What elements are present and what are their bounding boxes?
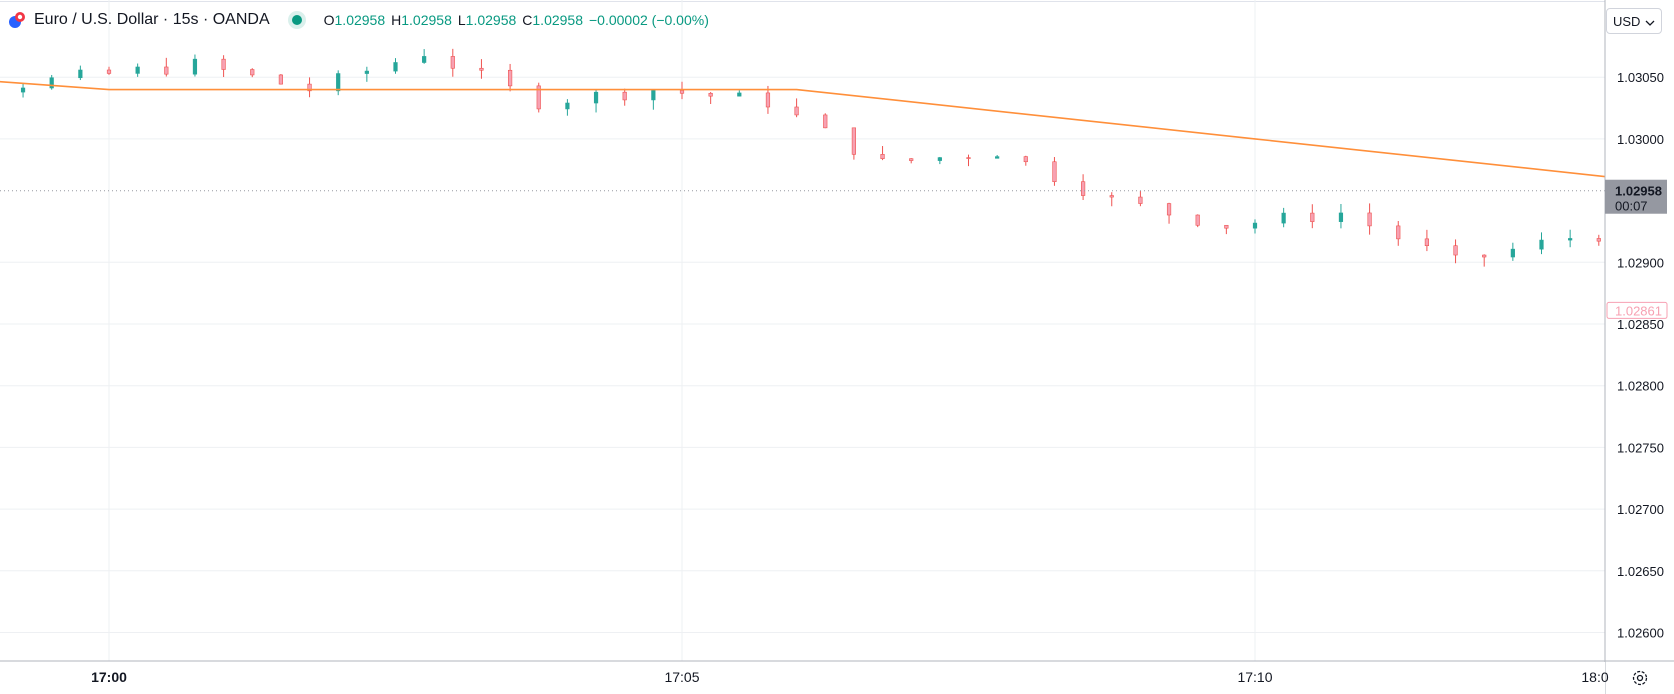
candle-down — [221, 58, 226, 70]
candle-up — [593, 91, 599, 104]
open-label: O — [323, 12, 335, 28]
candle-down — [507, 69, 513, 87]
chevron-down-icon — [1645, 14, 1655, 29]
candle-up — [20, 87, 26, 93]
candle-down — [880, 154, 885, 159]
price-axis-tick: 1.03000 — [1617, 132, 1664, 147]
candle-down — [164, 66, 169, 75]
close-label: C — [522, 12, 533, 28]
candle-up — [49, 77, 54, 89]
marker-price-label-box — [1606, 301, 1668, 319]
time-axis-tick: 17:00 — [91, 669, 127, 685]
price-axis-tick: 1.02700 — [1617, 502, 1664, 517]
candle-down — [1052, 161, 1057, 183]
candle-down — [622, 91, 627, 101]
candle-up — [336, 73, 341, 92]
gear-icon[interactable] — [1628, 666, 1652, 690]
candle-down — [1224, 224, 1229, 229]
price-axis-background — [1605, 0, 1674, 694]
time-axis-tick: 17:05 — [664, 669, 699, 685]
current-price-label-box — [1605, 179, 1667, 214]
candle-down — [679, 90, 685, 94]
candle-up — [937, 157, 942, 161]
candle-down — [307, 83, 312, 92]
candle-down — [708, 92, 713, 97]
candle-down — [794, 106, 799, 116]
symbol-title[interactable]: Euro / U.S. Dollar · 15s · OANDA — [34, 11, 270, 28]
candle-up — [1568, 238, 1573, 241]
candle-down — [765, 92, 771, 108]
candle-up — [192, 58, 198, 75]
candle-up — [1338, 212, 1344, 222]
low-label: L — [457, 12, 466, 28]
candle-up — [1252, 222, 1258, 229]
candle-down — [1138, 196, 1143, 204]
price-axis-tick: 1.02900 — [1617, 255, 1664, 270]
candle-up — [1510, 248, 1515, 258]
candle-down — [250, 69, 255, 76]
time-axis-tick: 17:10 — [1237, 669, 1272, 685]
candle-down — [1195, 214, 1200, 226]
candle-up — [1281, 212, 1286, 224]
candle-down — [1396, 225, 1401, 240]
price-axis-tick: 1.02850 — [1617, 317, 1664, 332]
candle-down — [536, 85, 541, 110]
price-axis-tick: 1.02600 — [1617, 626, 1664, 641]
marker-price-label: 1.02861 — [1615, 303, 1662, 318]
candle-down — [1081, 181, 1086, 196]
candle-up — [78, 69, 83, 79]
low-value: 1.02958 — [465, 12, 517, 28]
candle-down — [909, 158, 914, 161]
currency-pair-icon — [8, 11, 26, 29]
candle-down — [1109, 195, 1114, 198]
candle-down — [1023, 156, 1028, 163]
close-value: 1.02958 — [532, 12, 583, 28]
candle-up — [651, 90, 656, 101]
candle-down — [1482, 254, 1487, 258]
candle-up — [565, 102, 570, 110]
candle-down — [823, 114, 828, 129]
candle-down — [1453, 245, 1458, 256]
price-axis-tick: 1.02750 — [1617, 440, 1664, 455]
candle-down — [1596, 238, 1601, 242]
candle-down — [966, 157, 971, 159]
candle-up — [422, 56, 427, 63]
candle-up — [1539, 239, 1544, 250]
market-status-indicator[interactable] — [291, 15, 302, 25]
candle-down — [278, 74, 284, 85]
ohlc-readout: O1.02958 H1.02958 L1.02958 C1.02958 −0.0… — [324, 12, 709, 28]
candle-up — [393, 62, 398, 72]
candle-down — [106, 69, 112, 74]
price-axis-tick: 1.02800 — [1617, 379, 1664, 394]
chart-header: Euro / U.S. Dollar · 15s · OANDA O1.0295… — [8, 8, 709, 32]
moving-average-line — [0, 80, 1674, 185]
candle-up — [135, 66, 140, 74]
currency-select-button[interactable]: USD — [1606, 8, 1662, 34]
price-axis-tick: 1.03050 — [1617, 70, 1664, 85]
current-price-label: 1.02958 — [1615, 184, 1662, 199]
candle-down — [1166, 203, 1172, 216]
candle-down — [1367, 212, 1372, 227]
currency-label: USD — [1613, 13, 1641, 29]
candle-down — [450, 56, 455, 69]
open-value: 1.02958 — [334, 12, 386, 28]
candle-down — [1310, 212, 1315, 222]
price-axis-tick: 1.02650 — [1617, 564, 1664, 579]
candle-down — [851, 127, 856, 155]
candle-down — [479, 67, 484, 71]
candle-up — [995, 156, 1000, 159]
candle-up — [364, 70, 369, 74]
time-axis-tick: 18:0 — [1581, 669, 1608, 685]
change-value: −0.00002 (−0.00%) — [589, 12, 709, 28]
time-axis-background — [0, 662, 1605, 694]
candle-down — [1424, 238, 1429, 247]
candle-up — [737, 92, 742, 97]
bar-countdown-label: 00:07 — [1615, 199, 1648, 214]
candles — [20, 48, 1659, 267]
high-value: 1.02958 — [401, 12, 452, 28]
high-label: H — [391, 12, 402, 28]
